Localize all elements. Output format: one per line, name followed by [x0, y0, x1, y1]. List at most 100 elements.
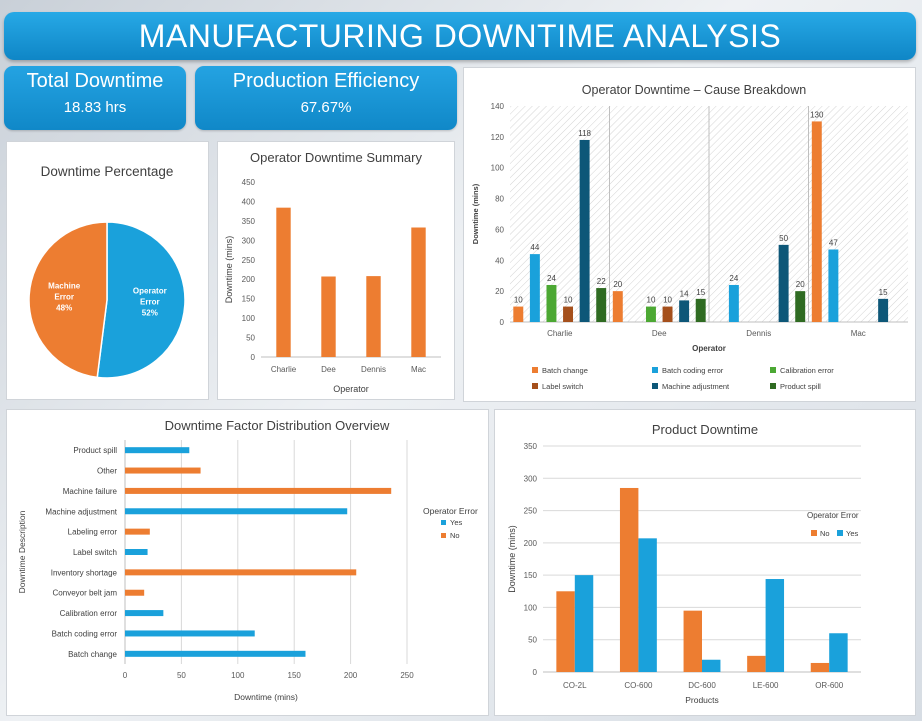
- legend-label-batch-coding-error: Batch coding error: [662, 366, 724, 375]
- pie-label-machine-error: Machine: [48, 281, 81, 290]
- downtime-percentage-panel: Downtime Percentage Operator Error 52% Machi…: [6, 141, 209, 400]
- data-label: 24: [729, 274, 738, 283]
- x-tick-label-dennis: Dennis: [361, 365, 386, 374]
- bar-mac-value: [411, 227, 426, 357]
- bar-batch-coding-error: [125, 630, 255, 637]
- legend-swatch-yes: [441, 520, 446, 525]
- pie-label-operator-error: 52%: [142, 309, 158, 318]
- x-tick-label: 150: [288, 671, 302, 680]
- bar-mac-batch-change: [811, 121, 822, 322]
- x-tick-label-mac: Mac: [851, 329, 866, 338]
- data-label: 50: [779, 234, 788, 243]
- x-tick-label: 250: [400, 671, 414, 680]
- legend-swatch-machine-adjustment: [652, 383, 658, 389]
- cause-breakdown-panel: 0 20 40 60 80 100 120 140 Charlie Dee Dennis Mac 10 2…: [463, 67, 916, 402]
- y-tick-label: 250: [524, 507, 538, 516]
- y-tick-label-label-switch: Label switch: [73, 548, 117, 557]
- operator-summary-chart: 0 50 100 150 200 250 300 350 400 450 Charlie Dee Den…: [224, 150, 441, 394]
- data-label: 20: [796, 280, 805, 289]
- factor-distribution-panel: 0 50 100 150 200 250 Product spill Other Machine…: [6, 409, 489, 716]
- kpi-efficiency-value: 67.67%: [300, 99, 352, 116]
- y-tick-label: 200: [242, 275, 256, 284]
- y-tick-label: 250: [242, 256, 256, 265]
- pie-label-machine-error: Error: [54, 292, 74, 301]
- bar-dee-batch-change: [612, 291, 623, 322]
- legend-label-batch-change: Batch change: [542, 366, 588, 375]
- y-tick-label: 0: [533, 668, 538, 677]
- pie-slice-machine-error: [28, 221, 108, 379]
- legend-swatch-label-switch: [532, 383, 538, 389]
- x-tick-label-dennis: Dennis: [746, 329, 771, 338]
- y-tick-label-inventory-shortage: Inventory shortage: [51, 568, 118, 577]
- x-tick-label-dee: Dee: [321, 365, 336, 374]
- x-axis-label: Operator: [692, 344, 726, 353]
- data-label: 20: [613, 280, 622, 289]
- x-axis-label: Operator: [333, 384, 369, 394]
- bar-conveyor-belt-jam: [125, 589, 145, 596]
- y-tick-label: 40: [495, 256, 504, 265]
- legend-label-machine-adjustment: Machine adjustment: [662, 382, 730, 391]
- y-tick-label: 150: [242, 295, 256, 304]
- legend-swatch-calibration-error: [770, 367, 776, 373]
- legend-swatch-batch-change: [532, 367, 538, 373]
- y-tick-label: 120: [491, 133, 505, 142]
- y-tick-label: 80: [495, 195, 504, 204]
- bar-machine-failure: [125, 487, 392, 494]
- y-tick-label: 100: [242, 314, 256, 323]
- bar-machine-adjustment: [125, 508, 348, 515]
- bar-mac-batch-coding-error: [828, 249, 839, 322]
- legend-title: Operator Error: [807, 511, 859, 520]
- bar-other: [125, 467, 201, 474]
- bar-dennis-batch-coding-error: [728, 284, 739, 322]
- bar-product-spill: [125, 447, 190, 454]
- y-tick-label: 150: [524, 571, 538, 580]
- bar-charlie-value: [276, 207, 291, 357]
- kpi-production-efficiency: Production Efficiency 67.67%: [195, 66, 457, 130]
- x-tick-label-charlie: Charlie: [547, 329, 573, 338]
- bar-le-600-yes: [765, 579, 785, 672]
- x-tick-label-le-600: LE-600: [753, 681, 779, 690]
- data-label: 47: [829, 238, 838, 247]
- bar-labeling-error: [125, 528, 150, 535]
- product-downtime-panel: 0 50 100 150 200 250 300 350 CO-2L CO-600 DC-600 LE…: [494, 409, 916, 716]
- x-tick-label-dc-600: DC-600: [688, 681, 716, 690]
- y-tick-label-product-spill: Product spill: [73, 446, 117, 455]
- data-label: 15: [879, 288, 888, 297]
- y-tick-label-machine-adjustment: Machine adjustment: [45, 507, 117, 516]
- legend-label-no: No: [820, 529, 830, 538]
- y-tick-label: 0: [500, 318, 505, 327]
- bar-co-600-no: [619, 487, 639, 672]
- product-downtime-chart: 0 50 100 150 200 250 300 350 CO-2L CO-600 DC-600 LE…: [507, 422, 861, 705]
- bar-charlie-label-switch: [563, 306, 574, 322]
- y-tick-label-conveyor-belt-jam: Conveyor belt jam: [53, 589, 118, 598]
- downtime-percentage-chart: Downtime Percentage Operator Error 52% Machi…: [28, 164, 186, 379]
- bar-dee-machine-adjustment: [679, 300, 690, 322]
- operator-summary-panel: 0 50 100 150 200 250 300 350 400 450 Charlie Dee Den…: [217, 141, 455, 400]
- legend-swatch-product-spill: [770, 383, 776, 389]
- x-tick-label: 100: [231, 671, 245, 680]
- kpi-total-downtime-value: 18.83 hrs: [63, 99, 127, 116]
- data-label: 14: [680, 289, 689, 298]
- x-tick-label-dee: Dee: [652, 329, 667, 338]
- bar-dennis-machine-adjustment: [778, 244, 789, 322]
- bar-or-600-yes: [829, 633, 848, 672]
- y-axis-label: Downtime Description: [17, 510, 27, 593]
- bar-charlie-batch-change: [513, 306, 524, 322]
- legend-label-product-spill: Product spill: [780, 382, 821, 391]
- y-tick-label: 50: [528, 636, 537, 645]
- x-tick-label-charlie: Charlie: [271, 365, 297, 374]
- dashboard-title: MANUFACTURING DOWNTIME ANALYSIS: [4, 12, 916, 60]
- legend-swatch-no: [441, 533, 446, 538]
- y-tick-label-machine-failure: Machine failure: [63, 487, 118, 496]
- factor-distribution-chart: 0 50 100 150 200 250 Product spill Other Machine…: [17, 418, 478, 702]
- chart-title: Operator Downtime – Cause Breakdown: [582, 83, 806, 97]
- bar-charlie-calibration-error: [546, 284, 557, 322]
- data-label: 118: [578, 129, 591, 138]
- bar-charlie-product-spill: [596, 288, 607, 322]
- data-label: 10: [564, 296, 573, 305]
- bar-dee-calibration-error: [645, 306, 656, 322]
- data-label: 10: [647, 296, 656, 305]
- bar-dennis-value: [366, 276, 381, 357]
- y-axis-label: Downtime (mins): [471, 183, 480, 244]
- x-axis-label: Downtime (mins): [234, 692, 298, 702]
